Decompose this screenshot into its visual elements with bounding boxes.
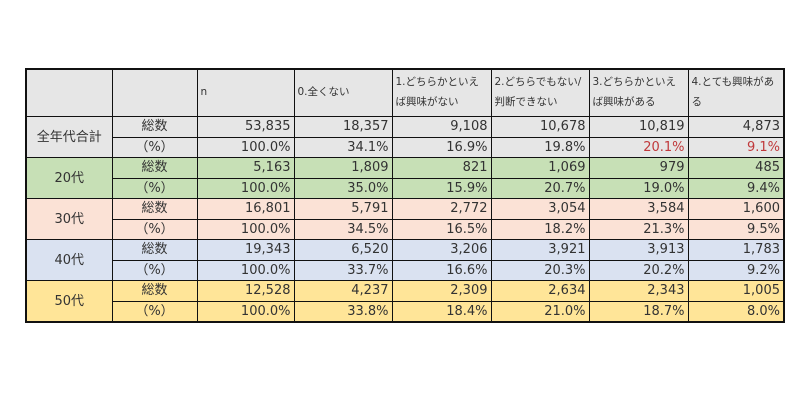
cell-a0: 34.1% — [293, 136, 393, 158]
table-row-30s-count: 30代 総数 16,801 5,791 2,772 3,054 3,584 1,… — [25, 198, 785, 240]
header-row: n 0.全くない 1.どちらかといえば興味がない 2.どちらでもない/判断できな… — [25, 68, 785, 117]
cell-a0: 33.7% — [293, 259, 393, 281]
cell-a3: 10,819 — [588, 116, 689, 138]
row-label-count: 総数 — [111, 198, 198, 220]
cell-a4: 485 — [687, 157, 785, 179]
cell-a3: 19.0% — [588, 177, 689, 199]
cell-a1: 18.4% — [391, 300, 492, 323]
cell-a2: 20.7% — [490, 177, 590, 199]
cell-a0: 4,237 — [293, 280, 393, 302]
header-answer-2: 2.どちらでもない/判断できない — [490, 68, 590, 117]
cell-a1: 16.9% — [391, 136, 492, 158]
group-label-40s: 40代 — [25, 239, 113, 281]
row-label-pct: （%） — [111, 177, 198, 199]
table-row-20s-count: 20代 総数 5,163 1,809 821 1,069 979 485 — [25, 157, 785, 199]
group-label-50s: 50代 — [25, 280, 113, 323]
cell-a2: 1,069 — [490, 157, 590, 179]
row-label-count: 総数 — [111, 116, 198, 138]
cell-a0: 34.5% — [293, 218, 393, 240]
cell-a2: 2,634 — [490, 280, 590, 302]
cell-a0: 35.0% — [293, 177, 393, 199]
cell-a0: 5,791 — [293, 198, 393, 220]
cell-a1: 9,108 — [391, 116, 492, 138]
cell-n: 19,343 — [196, 239, 295, 261]
group-label-20s: 20代 — [25, 157, 113, 199]
header-answer-3: 3.どちらかといえば興味がある — [588, 68, 689, 117]
group-label-all: 全年代合計 — [25, 116, 113, 158]
cell-a3-highlighted: 20.1% — [588, 136, 689, 158]
table-row-all-pct: （%） 100.0% 34.1% 16.9% 19.8% 20.1% 9.1% — [26, 136, 785, 158]
cell-a2: 21.0% — [490, 300, 590, 323]
cell-a2: 20.3% — [490, 259, 590, 281]
row-label-count: 総数 — [111, 280, 198, 302]
table-row-all-count: 全年代合計 総数 53,835 18,357 9,108 10,678 10,8… — [25, 116, 785, 158]
cell-a0: 18,357 — [293, 116, 393, 138]
cell-n: 12,528 — [196, 280, 295, 302]
cell-a1: 16.5% — [391, 218, 492, 240]
cell-a4: 4,873 — [687, 116, 785, 138]
cell-a4: 9.2% — [687, 259, 785, 281]
cell-a2: 3,921 — [490, 239, 590, 261]
cell-a3: 3,584 — [588, 198, 689, 220]
table-row-40s-pct: （%） 100.0% 33.7% 16.6% 20.3% 20.2% 9.2% — [26, 259, 785, 281]
cell-n: 100.0% — [196, 300, 295, 323]
cell-a3: 20.2% — [588, 259, 689, 281]
cell-a0: 1,809 — [293, 157, 393, 179]
cell-a3: 2,343 — [588, 280, 689, 302]
cell-a3: 3,913 — [588, 239, 689, 261]
cell-n: 100.0% — [196, 177, 295, 199]
cell-a4: 9.4% — [687, 177, 785, 199]
cell-n: 5,163 — [196, 157, 295, 179]
header-blank-group — [25, 68, 113, 117]
cell-a3: 18.7% — [588, 300, 689, 323]
header-answer-4: 4.とても興味がある — [687, 68, 785, 117]
cell-n: 16,801 — [196, 198, 295, 220]
table-row-50s-count: 50代 総数 12,528 4,237 2,309 2,634 2,343 1,… — [25, 280, 785, 323]
cell-a2: 19.8% — [490, 136, 590, 158]
cell-n: 53,835 — [196, 116, 295, 138]
header-answer-0: 0.全くない — [293, 68, 393, 117]
cell-a4: 1,005 — [687, 280, 785, 302]
cell-a4-highlighted: 9.1% — [687, 136, 785, 158]
cell-a4: 8.0% — [687, 300, 785, 323]
row-label-count: 総数 — [111, 157, 198, 179]
cell-a1: 2,772 — [391, 198, 492, 220]
cell-a1: 15.9% — [391, 177, 492, 199]
cell-n: 100.0% — [196, 136, 295, 158]
header-answer-1: 1.どちらかといえば興味がない — [391, 68, 492, 117]
cell-a1: 821 — [391, 157, 492, 179]
cell-a4: 1,783 — [687, 239, 785, 261]
cell-a0: 6,520 — [293, 239, 393, 261]
row-label-pct: （%） — [111, 259, 198, 281]
cell-a0: 33.8% — [293, 300, 393, 323]
cell-a4: 9.5% — [687, 218, 785, 240]
cell-n: 100.0% — [196, 259, 295, 281]
table-row-40s-count: 40代 総数 19,343 6,520 3,206 3,921 3,913 1,… — [25, 239, 785, 281]
cell-a2: 3,054 — [490, 198, 590, 220]
row-label-pct: （%） — [111, 300, 198, 323]
cell-a2: 18.2% — [490, 218, 590, 240]
cell-a2: 10,678 — [490, 116, 590, 138]
table-row-30s-pct: （%） 100.0% 34.5% 16.5% 18.2% 21.3% 9.5% — [26, 218, 785, 240]
table-row-20s-pct: （%） 100.0% 35.0% 15.9% 20.7% 19.0% 9.4% — [26, 177, 785, 199]
table-row-50s-pct: （%） 100.0% 33.8% 18.4% 21.0% 18.7% 8.0% — [26, 300, 785, 323]
cell-a4: 1,600 — [687, 198, 785, 220]
cell-a3: 979 — [588, 157, 689, 179]
group-label-30s: 30代 — [25, 198, 113, 240]
row-label-count: 総数 — [111, 239, 198, 261]
cell-n: 100.0% — [196, 218, 295, 240]
cell-a3: 21.3% — [588, 218, 689, 240]
cell-a1: 16.6% — [391, 259, 492, 281]
cell-a1: 2,309 — [391, 280, 492, 302]
header-blank-label — [111, 68, 198, 117]
survey-results-table: n 0.全くない 1.どちらかといえば興味がない 2.どちらでもない/判断できな… — [25, 68, 785, 323]
cell-a1: 3,206 — [391, 239, 492, 261]
row-label-pct: （%） — [111, 136, 198, 158]
header-n: n — [196, 68, 295, 117]
row-label-pct: （%） — [111, 218, 198, 240]
